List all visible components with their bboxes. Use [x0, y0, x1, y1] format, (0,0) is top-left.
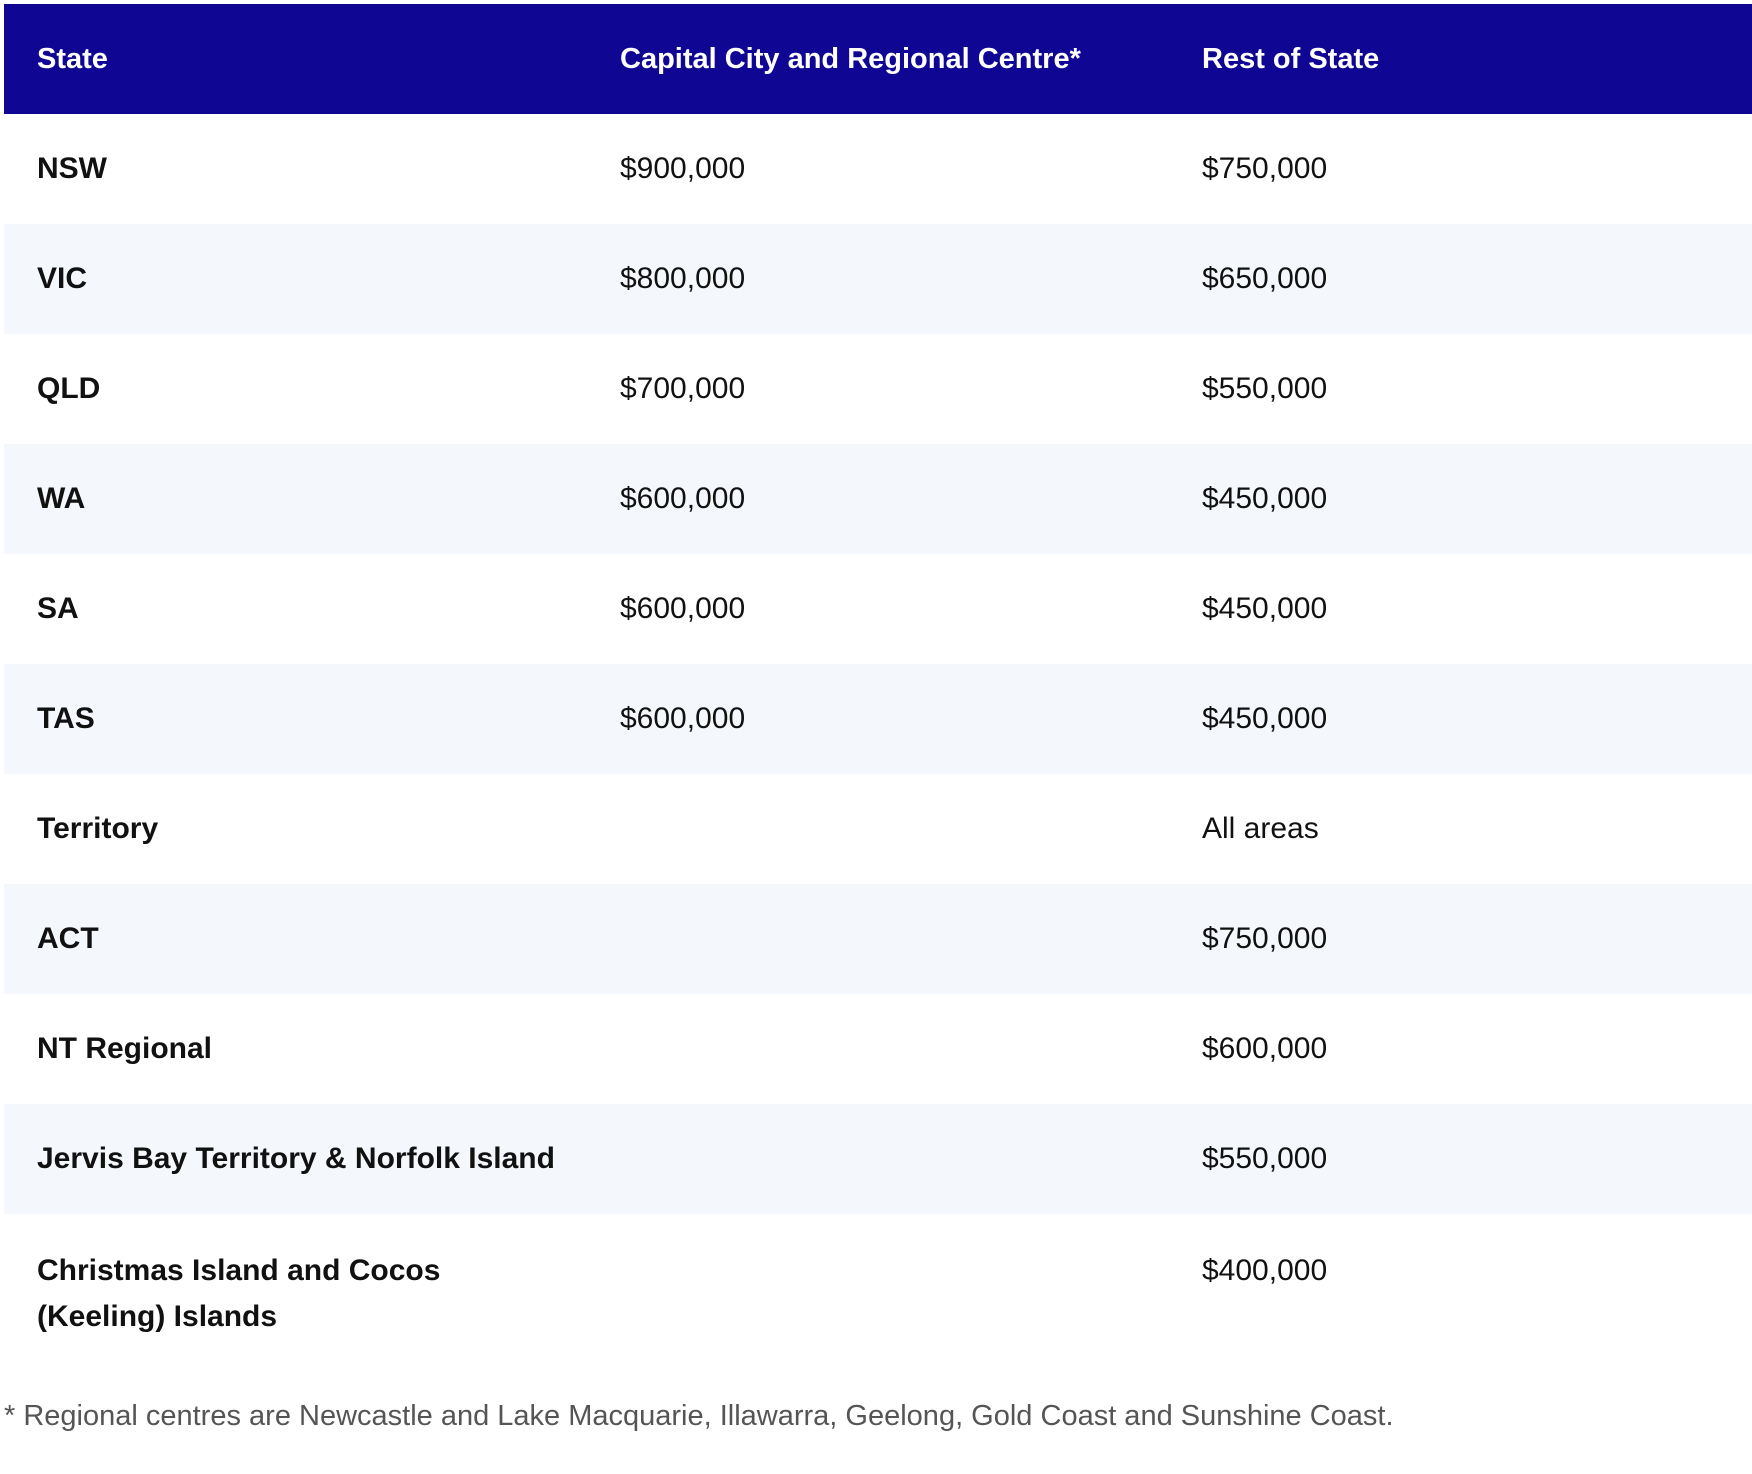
header-capital-city: Capital City and Regional Centre*	[620, 42, 1081, 75]
table-row: VIC $800,000 $650,000	[4, 224, 1752, 334]
header-state: State	[37, 43, 108, 75]
rest-cell: $550,000	[1202, 1142, 1328, 1175]
state-cell: Christmas Island and Cocos (Keeling) Isl…	[37, 1254, 441, 1333]
rest-cell: $400,000	[1202, 1254, 1328, 1287]
table-header-row: State Capital City and Regional Centre* …	[4, 4, 1752, 114]
rest-cell: $600,000	[1202, 1032, 1328, 1065]
capital-cell: $600,000	[620, 592, 746, 625]
state-cell: Territory	[37, 812, 159, 845]
table-row: Territory All areas	[4, 774, 1752, 884]
table-row: NSW $900,000 $750,000	[4, 114, 1752, 224]
state-cell: ACT	[37, 922, 99, 955]
footnote: * Regional centres are Newcastle and Lak…	[4, 1400, 1394, 1432]
rest-cell: $750,000	[1202, 152, 1328, 185]
rest-cell: $750,000	[1202, 922, 1328, 955]
state-cell: WA	[37, 482, 86, 515]
state-cell: NT Regional	[37, 1032, 213, 1065]
state-cell: NSW	[37, 152, 107, 185]
rest-cell: All areas	[1202, 812, 1319, 845]
state-cell: TAS	[37, 702, 95, 735]
table-row: NT Regional $600,000	[4, 994, 1752, 1104]
rest-cell: $450,000	[1202, 592, 1328, 625]
rest-cell: $550,000	[1202, 372, 1328, 405]
rest-cell: $650,000	[1202, 262, 1328, 295]
table-row: ACT $750,000	[4, 884, 1752, 994]
state-cell: VIC	[37, 262, 88, 295]
state-cell: QLD	[37, 372, 101, 405]
rest-cell: $450,000	[1202, 702, 1328, 735]
capital-cell: $600,000	[620, 482, 746, 515]
capital-cell: $900,000	[620, 152, 746, 185]
rest-cell: $450,000	[1202, 482, 1328, 515]
state-cell: SA	[37, 592, 79, 625]
table-row: Christmas Island and Cocos (Keeling) Isl…	[4, 1214, 1752, 1352]
table-row: Jervis Bay Territory & Norfolk Island $5…	[4, 1104, 1752, 1214]
table-row: SA $600,000 $450,000	[4, 554, 1752, 664]
header-rest-of-state: Rest of State	[1202, 42, 1380, 75]
table-row: TAS $600,000 $450,000	[4, 664, 1752, 774]
table-row: WA $600,000 $450,000	[4, 444, 1752, 554]
table-row: QLD $700,000 $550,000	[4, 334, 1752, 444]
price-cap-table: State Capital City and Regional Centre* …	[4, 4, 1752, 1352]
capital-cell: $700,000	[620, 372, 746, 405]
state-cell: Jervis Bay Territory & Norfolk Island	[37, 1142, 555, 1175]
capital-cell: $800,000	[620, 262, 746, 295]
capital-cell: $600,000	[620, 702, 746, 735]
